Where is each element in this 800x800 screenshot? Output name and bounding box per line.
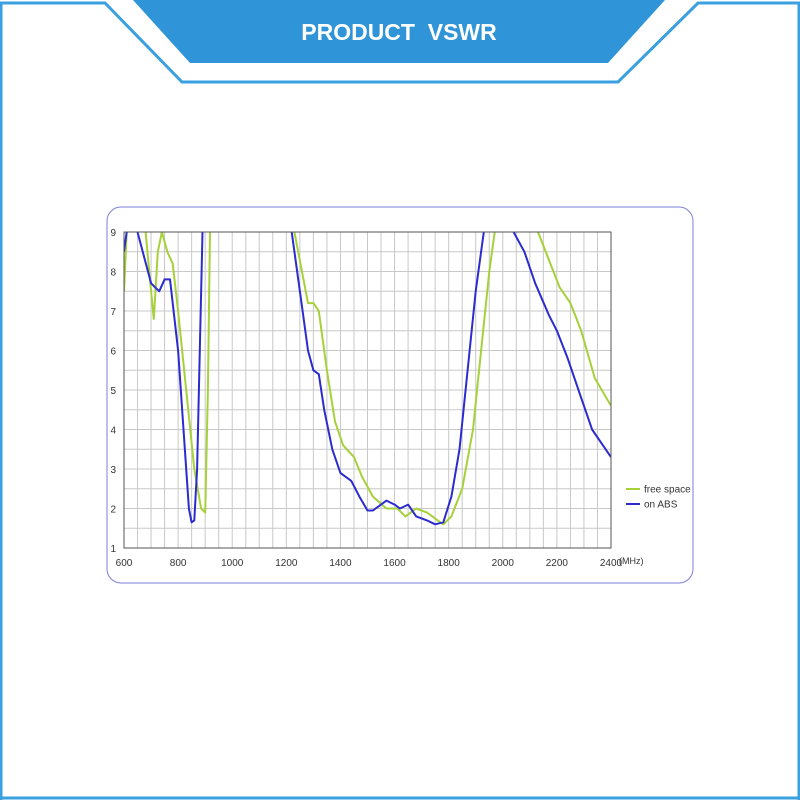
plot xyxy=(124,232,611,526)
x-tick-label: 2400 xyxy=(600,558,623,569)
x-tick-label: 1800 xyxy=(438,558,461,569)
y-tick-label: 6 xyxy=(110,347,116,358)
y-tick-label: 5 xyxy=(110,386,116,397)
labels: 600 800 1000 1200 1400 1600 1800 2000 2200 2400 1 2… xyxy=(110,228,691,569)
y-tick-label: 8 xyxy=(110,268,116,279)
y-tick-label: 3 xyxy=(110,465,116,476)
x-tick-label: 2200 xyxy=(546,558,569,569)
x-tick-label: 1200 xyxy=(275,558,298,569)
y-tick-label: 9 xyxy=(110,228,116,239)
legend-label: free space xyxy=(644,485,691,496)
y-tick-label: 1 xyxy=(110,544,116,555)
x-tick-label: 800 xyxy=(170,558,187,569)
plot-border xyxy=(123,231,612,549)
x-tick-label: 1600 xyxy=(383,558,406,569)
x-tick-label: 600 xyxy=(116,558,133,569)
series-line xyxy=(124,232,611,526)
x-axis-label: (MHz) xyxy=(619,556,644,566)
x-tick-label: 2000 xyxy=(492,558,515,569)
series-line xyxy=(124,232,611,526)
y-tick-label: 4 xyxy=(110,426,116,437)
y-tick-label: 2 xyxy=(110,505,116,516)
x-tick-label: 1000 xyxy=(221,558,244,569)
x-tick-label: 1400 xyxy=(329,558,352,569)
header-banner xyxy=(133,0,665,63)
header-title: PRODUCT VSWR xyxy=(301,19,497,45)
y-tick-label: 7 xyxy=(110,307,116,318)
legend-label: on ABS xyxy=(644,500,678,511)
